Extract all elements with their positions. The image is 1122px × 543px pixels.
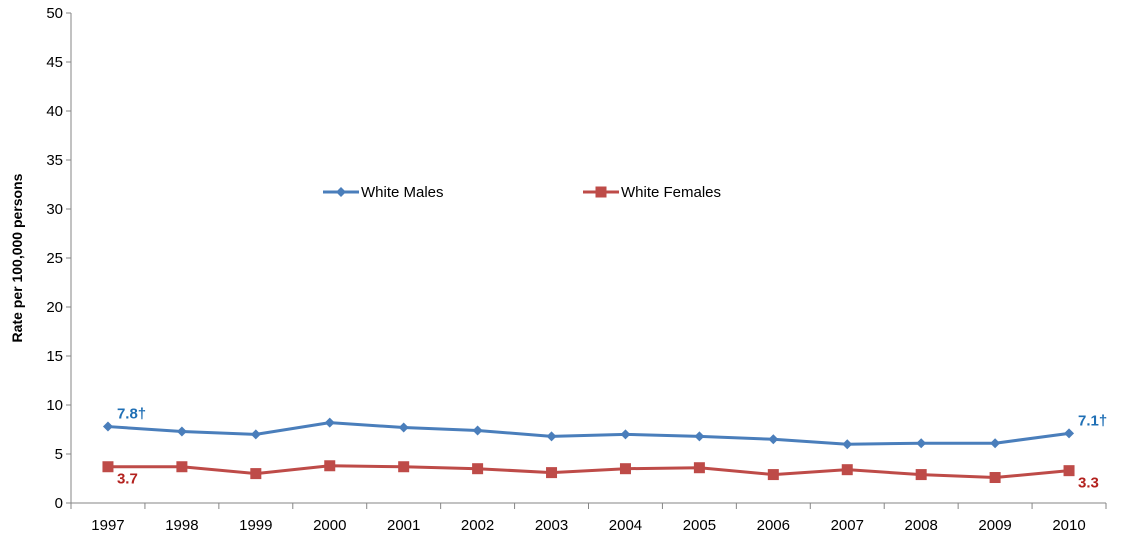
- data-label-white-females: 3.7: [117, 471, 138, 488]
- axes: [70, 13, 1106, 504]
- x-tick-label: 2000: [313, 517, 346, 534]
- data-point-white-females: [546, 467, 558, 479]
- data-point-white-males: [176, 426, 187, 437]
- x-tick-label: 1998: [165, 517, 198, 534]
- y-tick-label: 15: [46, 348, 63, 365]
- data-point-white-females: [767, 469, 779, 481]
- y-tick-label: 0: [55, 495, 63, 512]
- y-tick-label: 30: [46, 201, 63, 218]
- data-label-white-females: 3.3: [1078, 475, 1099, 492]
- data-point-white-females: [619, 463, 631, 475]
- x-tick-label: 2007: [831, 517, 864, 534]
- legend-marker-white-females: [595, 186, 607, 198]
- y-tick-label: 35: [46, 152, 63, 169]
- data-labels: 7.8† 7.1† 3.7 3.3: [117, 406, 1107, 492]
- y-axis-label: Rate per 100,000 persons: [9, 173, 25, 342]
- data-point-white-females: [693, 462, 705, 474]
- x-tick-label: 2001: [387, 517, 420, 534]
- data-point-white-males: [768, 434, 779, 445]
- x-tick-label: 2002: [461, 517, 494, 534]
- y-tick-label: 50: [46, 5, 63, 22]
- data-point-white-males: [916, 438, 927, 449]
- data-point-white-males: [102, 421, 113, 432]
- x-tick-label: 2005: [683, 517, 716, 534]
- data-point-white-females: [472, 463, 484, 475]
- data-point-white-males: [472, 425, 483, 436]
- y-tick-label: 20: [46, 299, 63, 316]
- data-point-white-females: [398, 461, 410, 473]
- x-tick-label: 1999: [239, 517, 272, 534]
- data-point-white-males: [990, 438, 1001, 449]
- data-point-white-males: [1064, 428, 1075, 439]
- data-point-white-males: [694, 431, 705, 442]
- data-point-white-males: [398, 422, 409, 433]
- data-label-white-males: 7.8†: [117, 406, 146, 423]
- x-tick-label: 2004: [609, 517, 642, 534]
- data-point-white-females: [102, 461, 114, 473]
- data-point-white-males: [842, 439, 853, 450]
- data-point-white-females: [176, 461, 188, 473]
- legend-label-white-females: White Females: [621, 184, 721, 201]
- x-tick-label: 1997: [91, 517, 124, 534]
- y-tick-label: 10: [46, 397, 63, 414]
- data-point-white-females: [841, 464, 853, 476]
- data-point-white-males: [620, 429, 631, 440]
- legend: White Males White Females: [323, 184, 721, 201]
- x-tick-label: 2006: [757, 517, 790, 534]
- series-layer: [102, 417, 1075, 484]
- data-point-white-males: [250, 429, 261, 440]
- data-point-white-females: [989, 472, 1001, 484]
- y-axis-ticks: 0 5 10 15 20 25 30 35 40 45 50: [46, 5, 71, 512]
- x-tick-label: 2010: [1052, 517, 1085, 534]
- data-point-white-males: [324, 417, 335, 428]
- x-tick-label: 2008: [904, 517, 937, 534]
- data-point-white-females: [915, 469, 927, 481]
- x-tick-label: 2003: [535, 517, 568, 534]
- x-tick-label: 2009: [978, 517, 1011, 534]
- series-white-males: [102, 417, 1075, 450]
- series-line-white-males: [107, 421, 1070, 446]
- legend-marker-white-males: [336, 187, 346, 197]
- legend-item-white-males: White Males: [323, 184, 444, 201]
- legend-item-white-females: White Females: [583, 184, 721, 201]
- data-point-white-females: [250, 468, 262, 480]
- x-axis-ticks: 1997 1998 1999 2000 2001 2002 2003 2004 2005 2006…: [70, 503, 1107, 534]
- series-line-white-females: [107, 464, 1070, 480]
- y-tick-label: 40: [46, 103, 63, 120]
- data-point-white-males: [546, 431, 557, 442]
- y-tick-label: 5: [55, 446, 63, 463]
- y-tick-label: 25: [46, 250, 63, 267]
- series-white-females: [102, 460, 1075, 484]
- legend-label-white-males: White Males: [361, 184, 444, 201]
- data-label-white-males: 7.1†: [1078, 412, 1107, 429]
- data-point-white-females: [324, 460, 336, 472]
- y-tick-label: 45: [46, 54, 63, 71]
- data-point-white-females: [1063, 465, 1075, 477]
